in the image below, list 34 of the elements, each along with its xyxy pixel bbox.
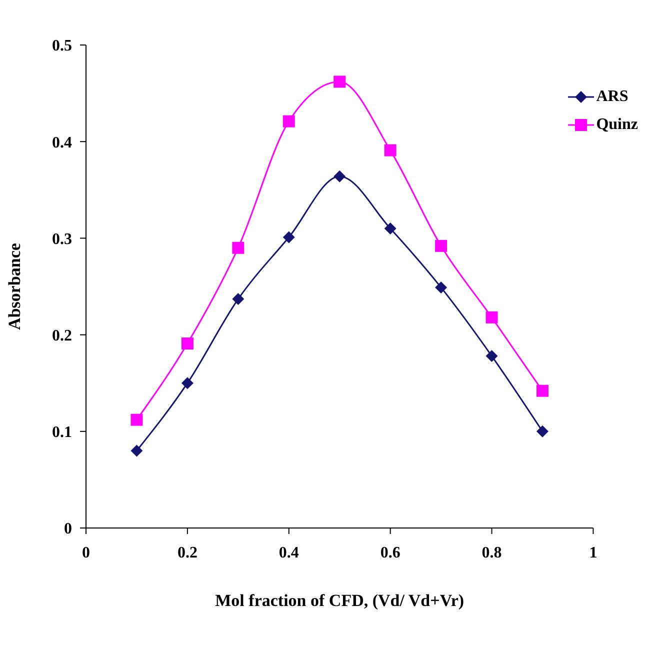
x-tick-label: 0.4	[278, 544, 299, 562]
point	[334, 170, 346, 182]
x-axis-title: Mol fraction of CFD, (Vd/ Vd+Vr)	[215, 591, 464, 610]
y-tick-label: 0.2	[52, 327, 72, 344]
point	[486, 311, 498, 324]
y-tick-label: 0.3	[52, 230, 72, 248]
point	[282, 231, 295, 244]
y-axis-title: Absorbance	[5, 242, 24, 330]
y-tick-label: 0.1	[52, 424, 72, 442]
y-tick-label: 0.5	[52, 38, 72, 55]
x-tick-label: 0.8	[482, 544, 502, 562]
point	[232, 293, 244, 306]
point	[181, 377, 194, 390]
point	[130, 414, 143, 426]
legend-label: ARS	[596, 88, 628, 106]
legend-label: Quinz	[596, 116, 638, 134]
y-tick-label: 0.4	[52, 134, 72, 152]
point	[181, 337, 194, 350]
point	[384, 222, 396, 235]
point	[130, 444, 143, 457]
x-tick-label: 0.2	[177, 544, 198, 562]
point	[384, 144, 396, 156]
point	[435, 281, 448, 294]
point	[282, 115, 295, 128]
point	[486, 350, 498, 362]
x-tick-label: 1	[589, 544, 598, 562]
point	[536, 425, 548, 438]
point	[232, 242, 244, 254]
point	[334, 76, 346, 88]
x-tick-label: 0.6	[380, 544, 400, 562]
point	[435, 240, 448, 252]
point	[536, 384, 548, 397]
x-tick-label: 0	[82, 544, 90, 562]
y-tick-label: 0	[64, 520, 72, 538]
